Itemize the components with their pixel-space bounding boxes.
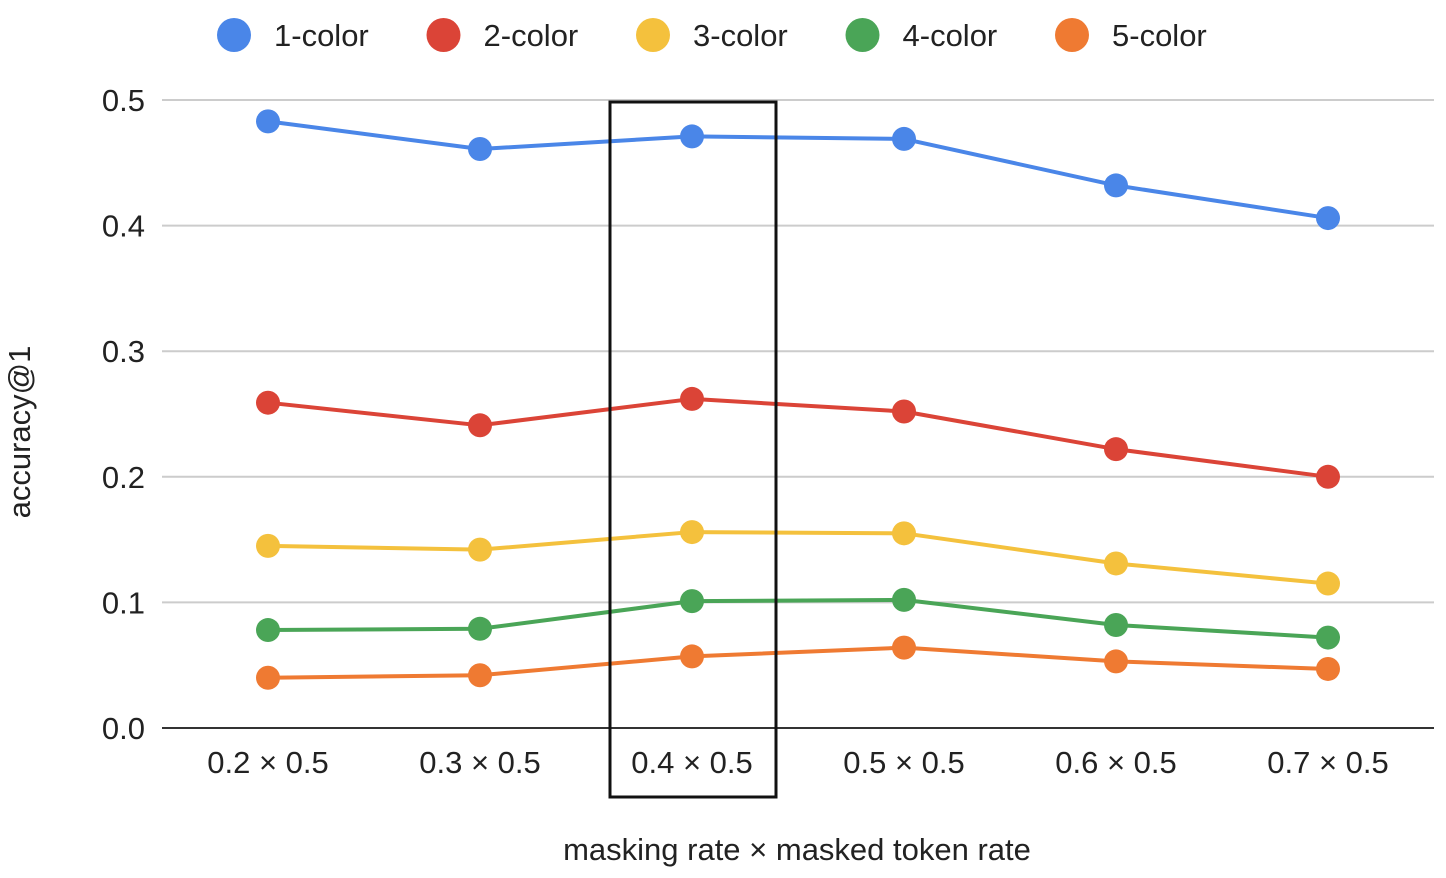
point-3-color-0-4-0-5 bbox=[680, 520, 704, 545]
series-5-color bbox=[256, 635, 1340, 690]
point-5-color-0-2-0-5 bbox=[256, 665, 280, 690]
point-1-color-0-4-0-5 bbox=[680, 124, 704, 149]
point-3-color-0-5-0-5 bbox=[892, 521, 916, 546]
point-2-color-0-3-0-5 bbox=[468, 413, 492, 438]
point-4-color-0-2-0-5 bbox=[256, 618, 280, 643]
point-4-color-0-3-0-5 bbox=[468, 616, 492, 641]
point-4-color-0-5-0-5 bbox=[892, 587, 916, 612]
x-tick-label-0-3-0-5: 0.3 × 0.5 bbox=[419, 745, 541, 780]
x-axis-title: masking rate × masked token rate bbox=[563, 832, 1031, 867]
legend-item-1-color: 1-color bbox=[217, 18, 369, 53]
legend-marker-3-color bbox=[636, 18, 670, 52]
point-5-color-0-6-0-5 bbox=[1104, 649, 1128, 674]
point-1-color-0-3-0-5 bbox=[468, 136, 492, 161]
series-line-3-color bbox=[267, 530, 1329, 586]
point-2-color-0-6-0-5 bbox=[1104, 437, 1128, 462]
y-tick-label-0-2: 0.2 bbox=[102, 460, 145, 495]
point-1-color-0-5-0-5 bbox=[892, 126, 916, 151]
point-4-color-0-4-0-5 bbox=[680, 589, 704, 614]
point-2-color-0-7-0-5 bbox=[1316, 464, 1340, 489]
point-2-color-0-2-0-5 bbox=[256, 390, 280, 415]
point-3-color-0-6-0-5 bbox=[1104, 551, 1128, 576]
legend-item-4-color: 4-color bbox=[845, 18, 998, 53]
point-3-color-0-7-0-5 bbox=[1316, 571, 1340, 596]
y-tick-label-0-5: 0.5 bbox=[102, 83, 145, 118]
y-axis-ticks: 0.0 0.1 0.2 0.3 0.4 0.5 bbox=[102, 83, 145, 746]
y-tick-label-0-3: 0.3 bbox=[102, 334, 145, 369]
point-5-color-0-4-0-5 bbox=[680, 644, 704, 669]
series-line-5-color bbox=[267, 645, 1329, 680]
series-layer bbox=[256, 109, 1340, 690]
highlight-box bbox=[608, 100, 778, 799]
legend-marker-4-color bbox=[845, 18, 880, 52]
legend-label-5-color: 5-color bbox=[1112, 18, 1207, 53]
legend: 1-color 2-color 3-color 4-color 5-color bbox=[217, 18, 1207, 53]
x-tick-label-0-5-0-5: 0.5 × 0.5 bbox=[843, 745, 965, 780]
series-3-color bbox=[256, 520, 1340, 596]
legend-marker-5-color bbox=[1055, 18, 1089, 52]
series-line-4-color bbox=[267, 597, 1329, 640]
series-1-color bbox=[256, 109, 1340, 231]
point-1-color-0-2-0-5 bbox=[256, 109, 280, 134]
y-tick-label-0-4: 0.4 bbox=[102, 209, 145, 244]
point-5-color-0-5-0-5 bbox=[892, 635, 916, 660]
point-3-color-0-2-0-5 bbox=[256, 533, 280, 558]
legend-label-2-color: 2-color bbox=[484, 18, 579, 53]
x-tick-label-0-2-0-5: 0.2 × 0.5 bbox=[207, 745, 329, 780]
point-5-color-0-7-0-5 bbox=[1316, 656, 1340, 681]
legend-item-5-color: 5-color bbox=[1055, 18, 1207, 53]
y-tick-label-0-0: 0.0 bbox=[102, 711, 145, 746]
x-tick-label-0-6-0-5: 0.6 × 0.5 bbox=[1055, 745, 1177, 780]
legend-item-2-color: 2-color bbox=[426, 18, 579, 53]
x-tick-label-0-4-0-5: 0.4 × 0.5 bbox=[631, 745, 753, 780]
series-4-color bbox=[256, 587, 1340, 650]
x-tick-label-0-7-0-5: 0.7 × 0.5 bbox=[1267, 745, 1389, 780]
legend-label-4-color: 4-color bbox=[903, 18, 998, 53]
point-3-color-0-3-0-5 bbox=[468, 537, 492, 562]
point-2-color-0-4-0-5 bbox=[680, 386, 704, 411]
series-2-color bbox=[256, 386, 1340, 489]
point-1-color-0-6-0-5 bbox=[1104, 173, 1128, 198]
point-4-color-0-7-0-5 bbox=[1316, 625, 1340, 650]
legend-marker-2-color bbox=[426, 18, 461, 52]
point-2-color-0-5-0-5 bbox=[892, 399, 916, 424]
point-4-color-0-6-0-5 bbox=[1104, 613, 1128, 638]
gridlines bbox=[162, 99, 1434, 729]
y-axis-title: accuracy@1 bbox=[2, 346, 37, 519]
legend-item-3-color: 3-color bbox=[636, 18, 788, 53]
y-tick-label-0-1: 0.1 bbox=[102, 585, 145, 620]
point-1-color-0-7-0-5 bbox=[1316, 206, 1340, 231]
legend-label-1-color: 1-color bbox=[274, 18, 369, 53]
x-axis-ticks: 0.2 × 0.5 0.3 × 0.5 0.4 × 0.5 0.5 × 0.5 0.6 … bbox=[207, 745, 1389, 780]
series-line-2-color bbox=[267, 396, 1329, 479]
series-line-1-color bbox=[267, 119, 1329, 221]
legend-label-3-color: 3-color bbox=[693, 18, 788, 53]
legend-marker-1-color bbox=[217, 18, 251, 52]
point-5-color-0-3-0-5 bbox=[468, 663, 492, 688]
